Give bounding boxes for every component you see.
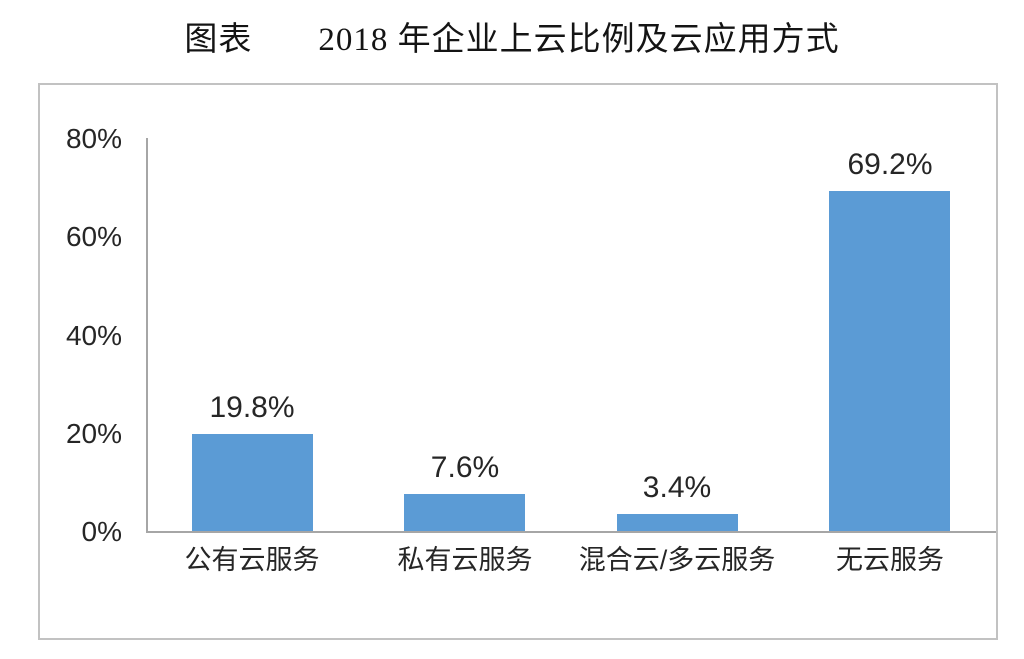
bar-value-label-3: 69.2% xyxy=(847,148,933,181)
category-label-3: 无云服务 xyxy=(836,545,944,575)
y-axis-line xyxy=(146,138,148,533)
category-label-2: 混合云/多云服务 xyxy=(578,545,776,575)
figure-title-text: 2018 年企业上云比例及云应用方式 xyxy=(318,22,840,58)
y-tick-label-3: 20% xyxy=(65,418,122,449)
y-tick-label-2: 40% xyxy=(65,320,122,351)
bar-value-label-0: 19.8% xyxy=(209,391,295,424)
y-tick-label-1: 60% xyxy=(65,221,122,252)
figure-title: 图表 2018 年企业上云比例及云应用方式 xyxy=(0,12,1024,60)
bar-value-label-1: 7.6% xyxy=(430,451,500,484)
bar-1 xyxy=(404,494,525,531)
bar-0 xyxy=(192,434,313,531)
x-axis-line xyxy=(146,531,996,533)
category-label-1: 私有云服务 xyxy=(397,545,533,575)
chart-frame: 80% 60% 40% 20% 0% 19.8% 7.6% 3.4% 69.2% 公有云服务 私… xyxy=(38,83,998,640)
y-tick-label-4: 0% xyxy=(81,516,122,547)
plot-area: 19.8% 7.6% 3.4% 69.2% xyxy=(146,138,996,531)
bar-value-label-2: 3.4% xyxy=(642,471,712,504)
category-label-0: 公有云服务 xyxy=(184,545,320,575)
y-tick-label-0: 80% xyxy=(65,123,122,154)
bar-2 xyxy=(617,514,738,531)
bar-3 xyxy=(829,191,950,531)
figure-title-prefix: 图表 xyxy=(184,22,253,58)
